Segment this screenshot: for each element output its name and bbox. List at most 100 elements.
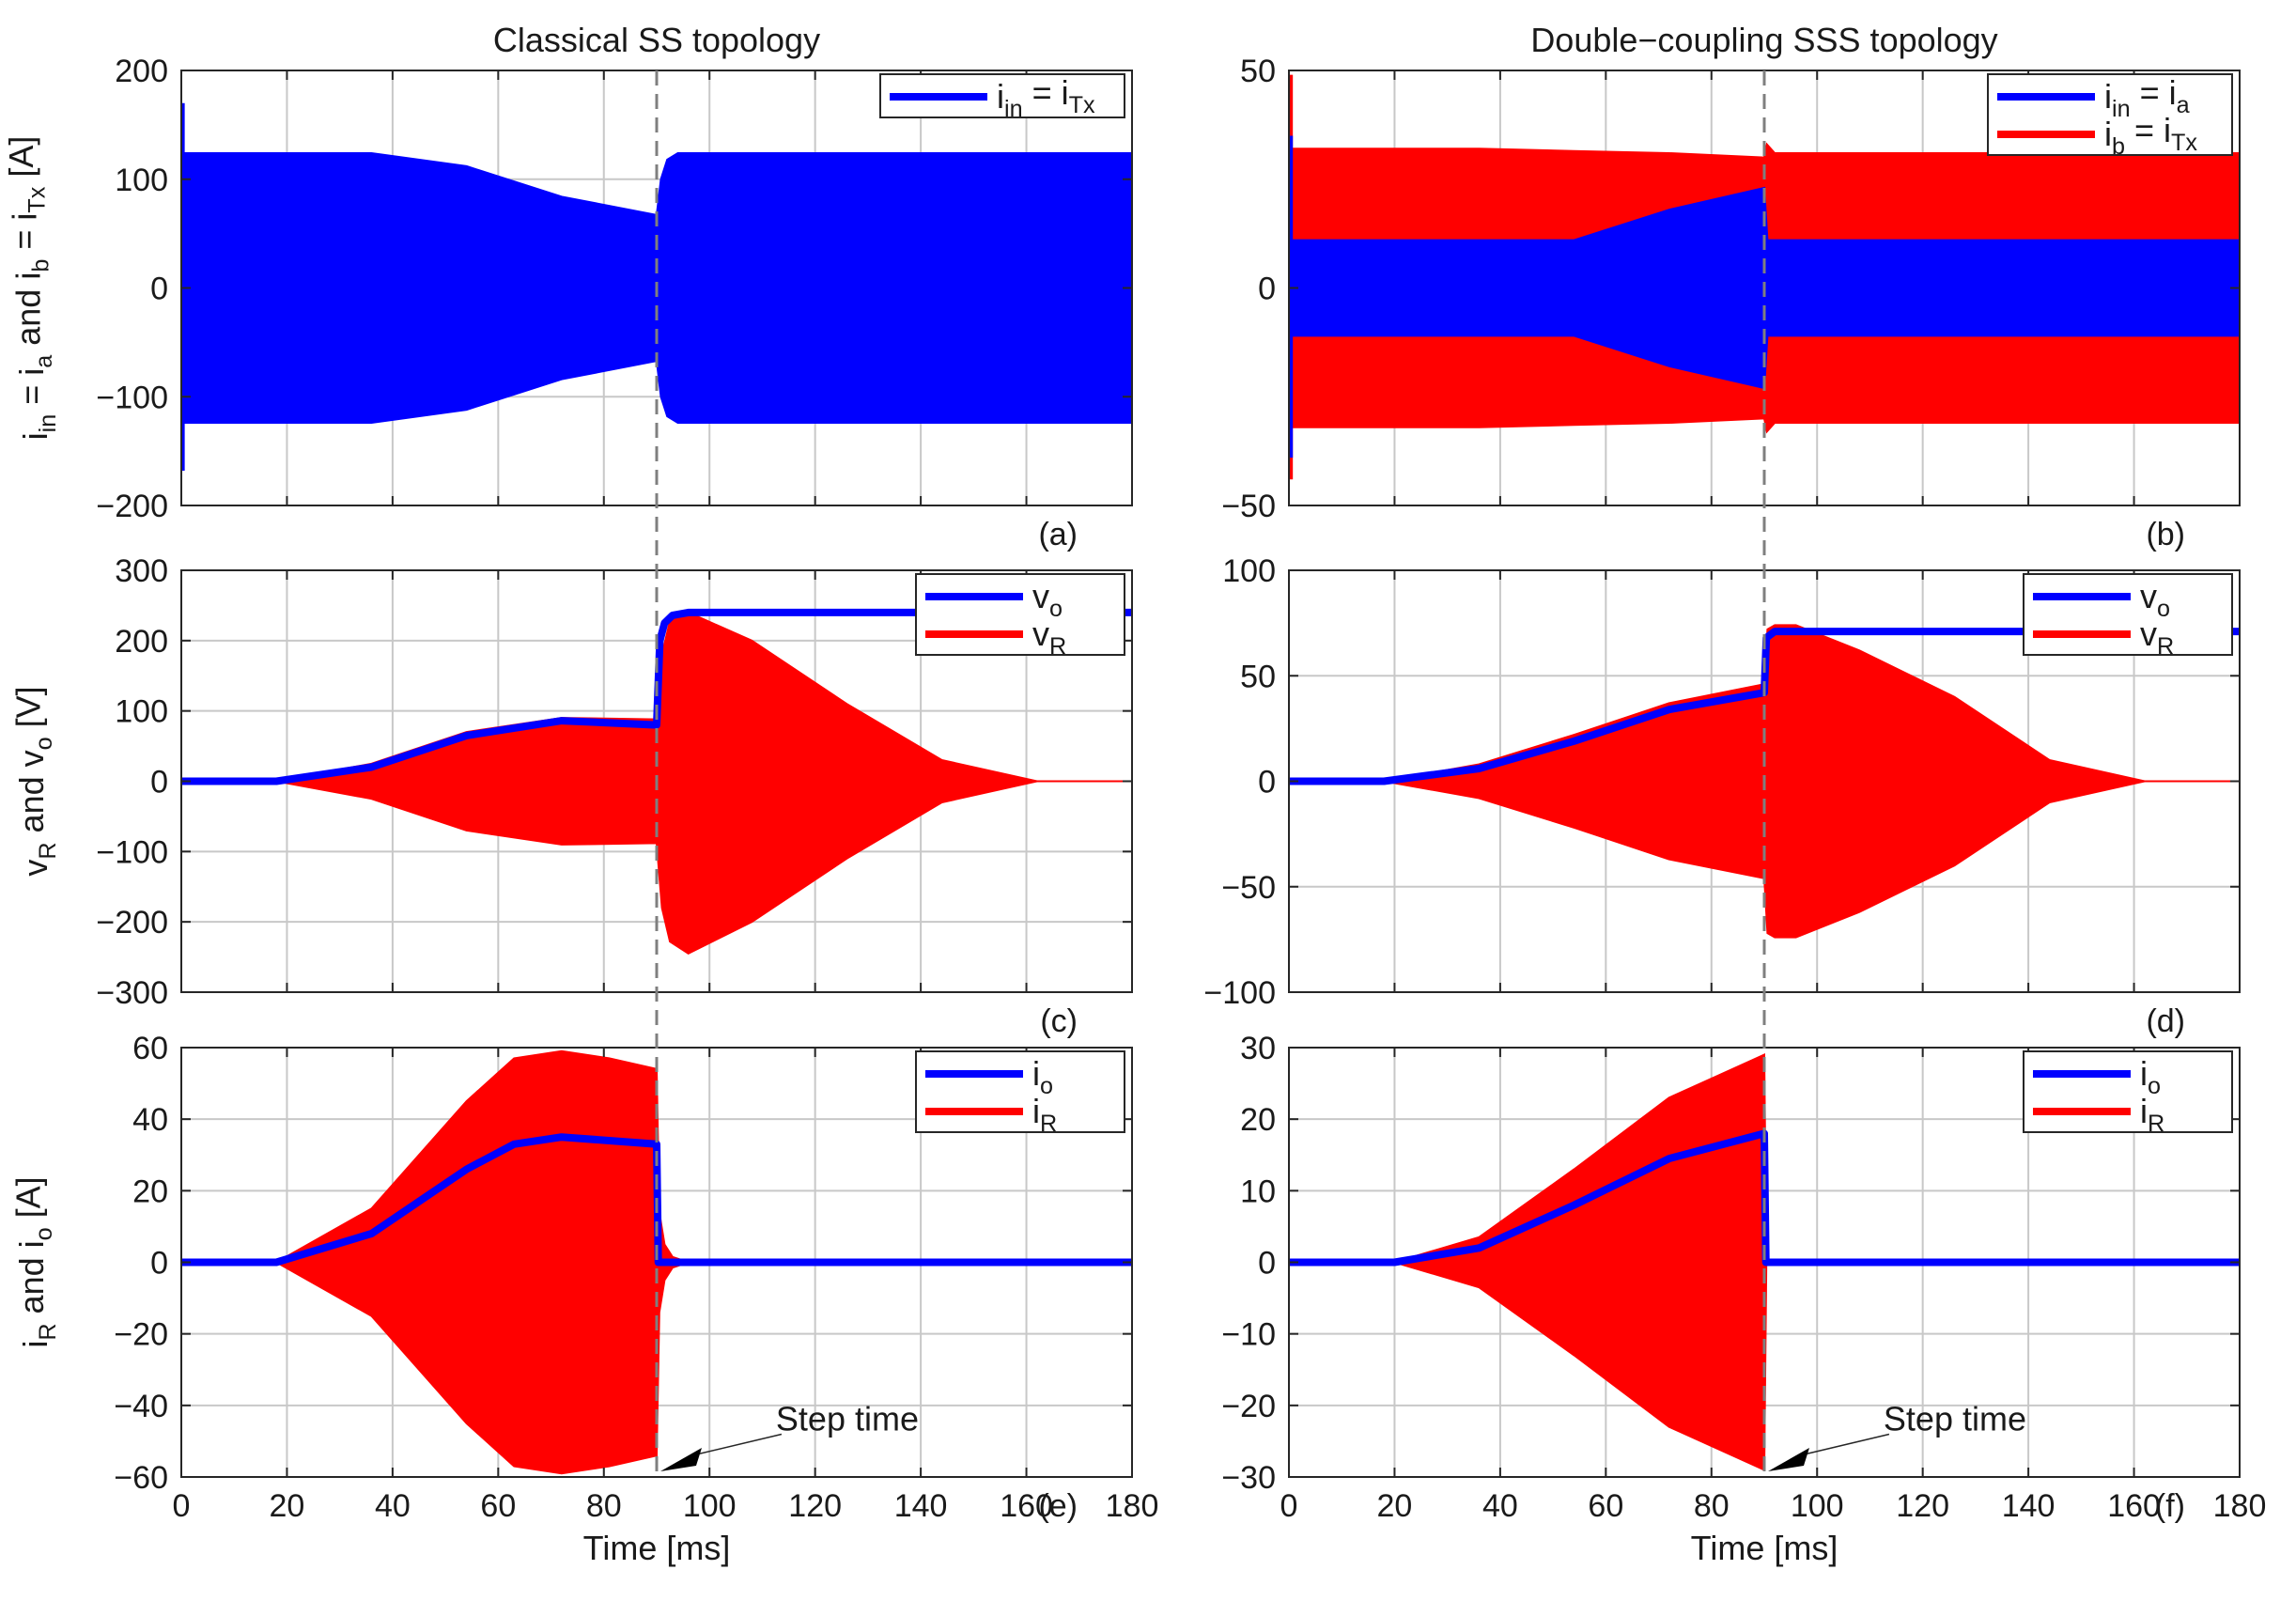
y-label-part-0: i (16, 432, 54, 440)
xtick-label: 140 (894, 1488, 948, 1524)
xtick-label: 60 (480, 1488, 516, 1524)
ytick-label: −30 (1221, 1460, 1276, 1496)
legend-part-0-sub: o (1049, 596, 1063, 622)
xtick-label: 20 (270, 1488, 305, 1524)
ytick-label: 200 (115, 54, 168, 89)
ytick-label: −100 (1203, 975, 1276, 1011)
ytick-label: −50 (1221, 489, 1276, 524)
legend-part-0-sub: R (1040, 1111, 1057, 1137)
series-line-1 (1289, 1129, 2240, 1267)
ytick-label: −100 (96, 380, 168, 415)
legend-part-0: i (997, 77, 1004, 116)
ytick-label: 200 (115, 624, 168, 660)
xtick-label: 160 (1000, 1488, 1053, 1524)
legend-part-1-sub: Tx (2171, 130, 2197, 156)
xtick-label: 0 (1280, 1488, 1298, 1524)
ytick-label: −60 (114, 1460, 168, 1496)
y-label-part-2: [V] (8, 686, 47, 737)
annotation-arrowhead (660, 1448, 702, 1471)
legend-part-0-sub: o (2148, 1073, 2161, 1099)
y-label-part-1-sub: a (31, 354, 57, 368)
xtick-label: 140 (2002, 1488, 2056, 1524)
xtick-label: 20 (1377, 1488, 1413, 1524)
legend-part-0-sub: o (1040, 1073, 1053, 1099)
legend-part-0: i (2104, 77, 2112, 116)
panel-b: −50 0 50 Double−coupling SSS topology (b) iin… (1221, 21, 2241, 552)
legend-part-1-sub: a (2177, 92, 2191, 118)
legend-box (2023, 573, 2233, 656)
y-label-part-1: and i (12, 1240, 51, 1323)
y-label-part-1-sub: o (31, 1227, 57, 1240)
legend-entry-1: iR​ (2140, 1092, 2164, 1137)
legend-box (2023, 1050, 2233, 1133)
ytick-label: 20 (1240, 1102, 1276, 1138)
y-label-part-2: and i (8, 272, 47, 355)
ytick-label: 30 (1240, 1031, 1276, 1066)
y-label-part-1: = i (12, 368, 51, 414)
ytick-label: −20 (1221, 1389, 1276, 1424)
ytick-label: −200 (96, 489, 168, 524)
legend-part-0-sub: R (2148, 1111, 2164, 1137)
panel-label: (c) (1040, 1003, 1078, 1039)
legend-part-1-sub: Tx (1069, 92, 1095, 118)
ytick-label: 100 (1222, 553, 1276, 589)
ytick-label: 20 (132, 1174, 168, 1209)
series-group (1289, 1053, 2240, 1471)
xtick-label: 180 (2213, 1488, 2267, 1524)
legend-part-0: i (2140, 1054, 2148, 1093)
xtick-label: 40 (1482, 1488, 1518, 1524)
y-axis-label: vR​ and vo​ [V] (8, 686, 60, 876)
xtick-label: 60 (1588, 1488, 1623, 1524)
ytick-label: 0 (1258, 272, 1276, 307)
xtick-label: 100 (683, 1488, 737, 1524)
y-label-part-4: [A] (2, 136, 40, 187)
ytick-label: −200 (96, 905, 168, 940)
y-label-part-2: [A] (8, 1176, 47, 1227)
legend-entry-0: iin​ = ia​ (2104, 73, 2191, 122)
ytick-label: 0 (1258, 765, 1276, 800)
legend-part-1: = i (1023, 73, 1069, 112)
ytick-label: 60 (132, 1031, 168, 1066)
legend-part-0: v (2140, 614, 2157, 653)
legend-part-0: v (1032, 614, 1049, 653)
xtick-label: 100 (1791, 1488, 1844, 1524)
legend-part-0-sub: b (2112, 133, 2125, 160)
series-line-1 (1289, 628, 2240, 785)
xtick-label: 120 (788, 1488, 842, 1524)
ytick-label: 0 (1258, 1246, 1276, 1282)
ytick-label: 100 (115, 163, 168, 198)
annotation-leader (1795, 1433, 1890, 1457)
xtick-label: 80 (586, 1488, 622, 1524)
y-label-part-0-sub: R (35, 842, 61, 859)
ytick-label: −50 (1221, 870, 1276, 906)
legend-entry-0: io​ (2140, 1054, 2161, 1099)
ytick-label: 0 (150, 1246, 168, 1282)
panel-label: (b) (2146, 517, 2185, 552)
panel-title: Double−coupling SSS topology (1530, 21, 1997, 59)
ytick-label: −300 (96, 975, 168, 1011)
series-line-1 (181, 608, 1132, 785)
legend-box (915, 1050, 1125, 1133)
legend-part-0-sub: in (2112, 96, 2131, 122)
legend-part-0: i (2140, 1092, 2148, 1130)
panel-title: Classical SS topology (493, 21, 820, 59)
legend-part-0-sub: R (2157, 633, 2174, 660)
legend-box (1987, 73, 2233, 156)
annotation-text: Step time (1884, 1399, 2026, 1438)
y-label-part-0: i (16, 1341, 54, 1348)
panel-f: −30 −20 −10 0 10 20 30 0 20 40 60 80 100 120 140 160 180… (1221, 1031, 2266, 1567)
ytick-label: 0 (150, 272, 168, 307)
legend-part-0-sub: R (1049, 633, 1066, 660)
y-label-part-3-sub: Tx (23, 186, 50, 212)
panel-d: −100 −50 0 50 100 (d) vo​vR​ (1203, 553, 2241, 1039)
xtick-label: 80 (1694, 1488, 1730, 1524)
x-axis-label: Time [ms] (583, 1529, 731, 1567)
legend-part-0: v (2140, 577, 2157, 615)
xtick-label: 0 (173, 1488, 191, 1524)
xtick-label: 160 (2107, 1488, 2161, 1524)
ytick-label: 300 (115, 553, 168, 589)
legend-entry-1: vR​ (2140, 614, 2174, 660)
legend-part-1: = i (2125, 111, 2171, 149)
legend-entry-0: vo​ (1032, 577, 1063, 622)
